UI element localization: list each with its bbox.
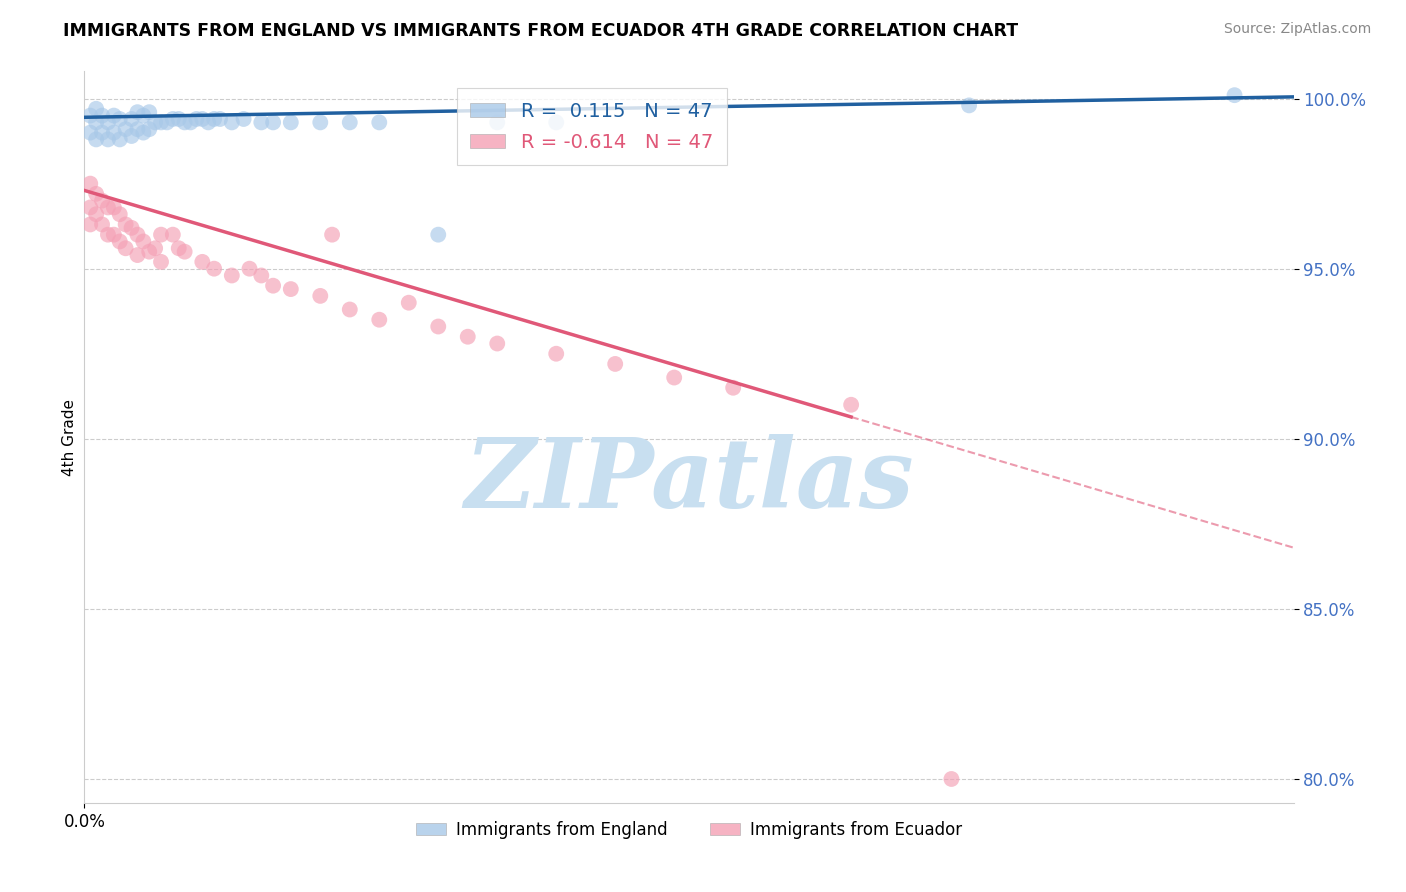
- Point: [202, 112, 225, 126]
- Point: [121, 128, 143, 143]
- Point: [221, 268, 243, 283]
- Point: [162, 227, 184, 242]
- Point: [486, 336, 509, 351]
- Point: [84, 132, 107, 146]
- Point: [221, 115, 243, 129]
- Point: [91, 126, 114, 140]
- Text: ZIPatlas: ZIPatlas: [464, 434, 914, 528]
- Point: [664, 370, 686, 384]
- Point: [91, 194, 114, 208]
- Point: [167, 241, 190, 255]
- Point: [262, 115, 284, 129]
- Point: [114, 122, 136, 136]
- Point: [839, 398, 862, 412]
- Point: [957, 98, 980, 112]
- Point: [339, 115, 361, 129]
- Point: [262, 278, 284, 293]
- Point: [79, 218, 101, 232]
- Point: [941, 772, 963, 786]
- Point: [84, 186, 107, 201]
- Point: [79, 177, 101, 191]
- Point: [127, 105, 149, 120]
- Point: [84, 102, 107, 116]
- Point: [91, 109, 114, 123]
- Point: [127, 227, 149, 242]
- Point: [143, 241, 166, 255]
- Point: [138, 105, 160, 120]
- Point: [191, 112, 214, 126]
- Point: [138, 244, 160, 259]
- Point: [150, 255, 173, 269]
- Point: [309, 289, 332, 303]
- Point: [280, 115, 302, 129]
- Point: [339, 302, 361, 317]
- Point: [546, 347, 568, 361]
- Point: [457, 329, 479, 343]
- Point: [186, 112, 208, 126]
- Point: [156, 115, 179, 129]
- Y-axis label: 4th Grade: 4th Grade: [62, 399, 77, 475]
- Text: Source: ZipAtlas.com: Source: ZipAtlas.com: [1223, 22, 1371, 37]
- Point: [138, 122, 160, 136]
- Point: [121, 220, 143, 235]
- Point: [191, 255, 214, 269]
- Point: [150, 227, 173, 242]
- Point: [84, 207, 107, 221]
- Point: [127, 122, 149, 136]
- Point: [486, 115, 509, 129]
- Point: [79, 126, 101, 140]
- Point: [280, 282, 302, 296]
- Point: [97, 132, 120, 146]
- Point: [250, 115, 273, 129]
- Point: [167, 112, 190, 126]
- Point: [103, 109, 125, 123]
- Point: [398, 295, 420, 310]
- Point: [143, 115, 166, 129]
- Point: [232, 112, 254, 126]
- Point: [309, 115, 332, 129]
- Point: [721, 381, 744, 395]
- Point: [368, 312, 391, 326]
- Point: [1223, 88, 1246, 103]
- Point: [132, 109, 155, 123]
- Point: [208, 112, 231, 126]
- Point: [97, 227, 120, 242]
- Point: [79, 201, 101, 215]
- Point: [427, 227, 450, 242]
- Point: [108, 112, 131, 126]
- Point: [197, 115, 219, 129]
- Point: [97, 115, 120, 129]
- Point: [162, 112, 184, 126]
- Point: [103, 227, 125, 242]
- Point: [250, 268, 273, 283]
- Point: [97, 201, 120, 215]
- Point: [127, 248, 149, 262]
- Legend: Immigrants from England, Immigrants from Ecuador: Immigrants from England, Immigrants from…: [409, 814, 969, 846]
- Text: IMMIGRANTS FROM ENGLAND VS IMMIGRANTS FROM ECUADOR 4TH GRADE CORRELATION CHART: IMMIGRANTS FROM ENGLAND VS IMMIGRANTS FR…: [63, 22, 1018, 40]
- Point: [79, 109, 101, 123]
- Point: [132, 235, 155, 249]
- Point: [180, 115, 202, 129]
- Point: [108, 235, 131, 249]
- Point: [108, 132, 131, 146]
- Point: [103, 126, 125, 140]
- Point: [321, 227, 343, 242]
- Point: [427, 319, 450, 334]
- Point: [108, 207, 131, 221]
- Point: [103, 201, 125, 215]
- Point: [173, 115, 195, 129]
- Point: [173, 244, 195, 259]
- Point: [546, 115, 568, 129]
- Point: [202, 261, 225, 276]
- Point: [368, 115, 391, 129]
- Point: [150, 115, 173, 129]
- Point: [114, 241, 136, 255]
- Point: [238, 261, 260, 276]
- Point: [84, 115, 107, 129]
- Point: [91, 218, 114, 232]
- Point: [132, 126, 155, 140]
- Point: [114, 218, 136, 232]
- Point: [121, 112, 143, 126]
- Point: [605, 357, 627, 371]
